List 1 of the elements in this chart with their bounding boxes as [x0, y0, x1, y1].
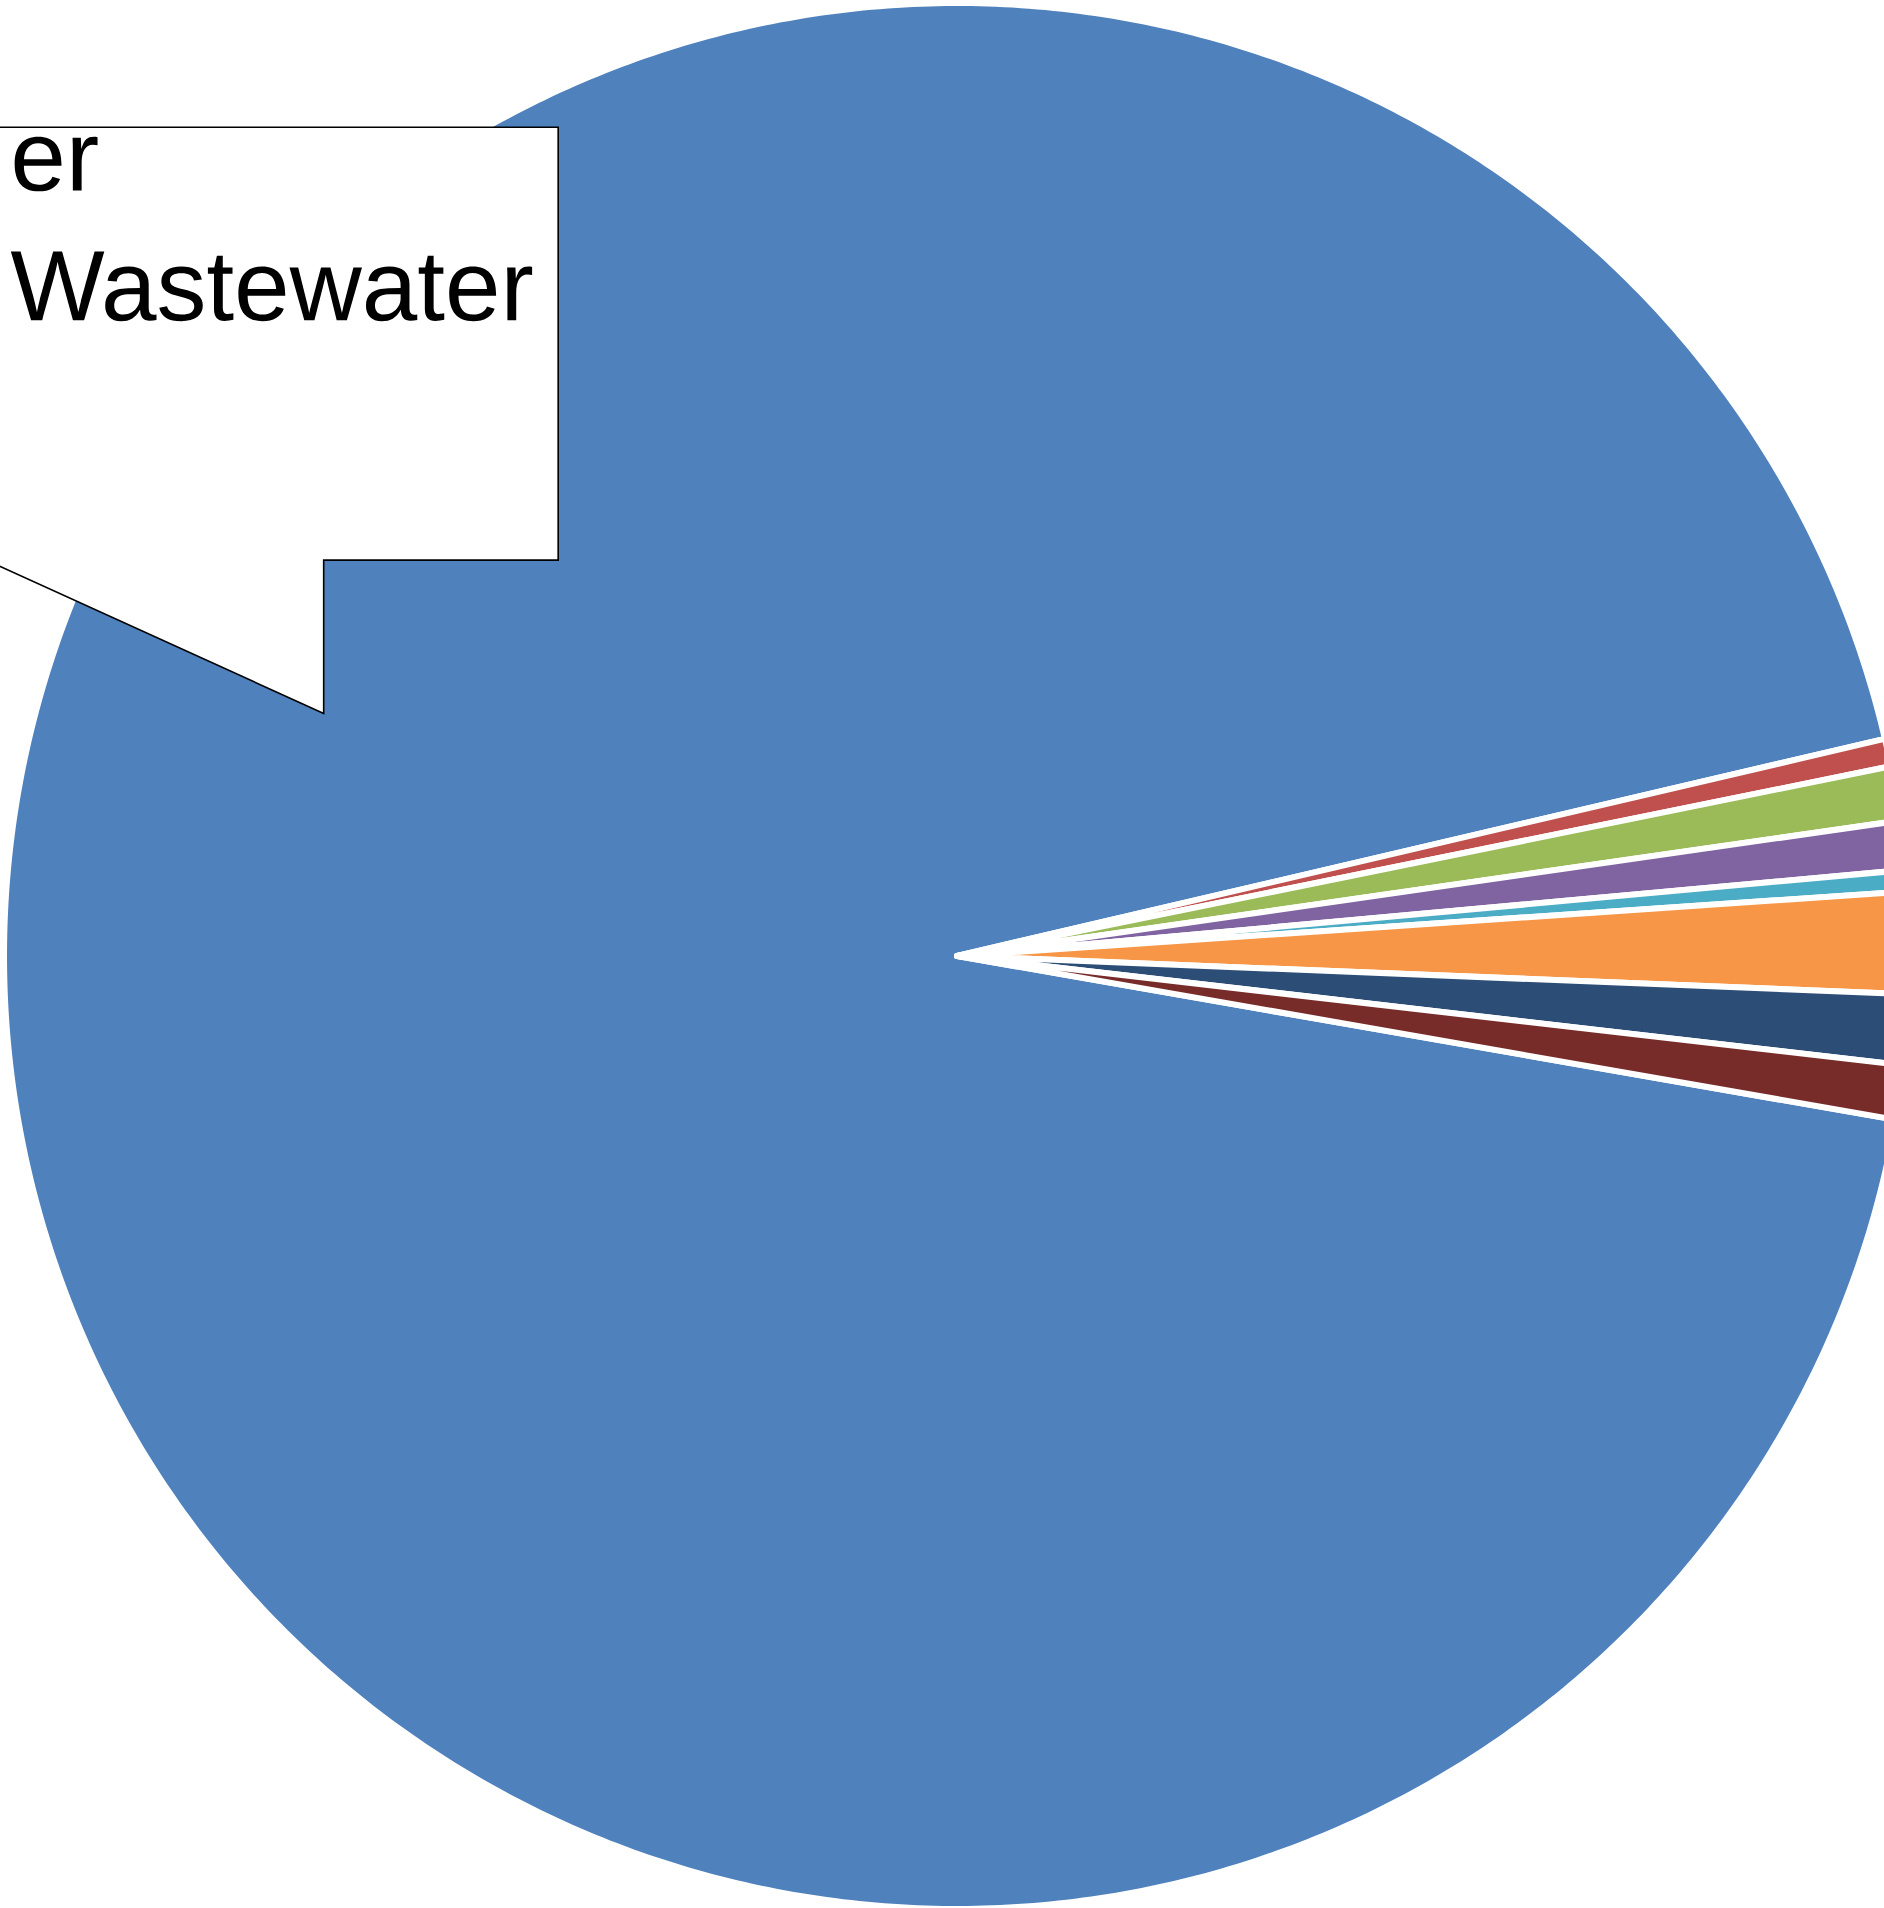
slice-label: er Wastewater — [10, 136, 533, 322]
